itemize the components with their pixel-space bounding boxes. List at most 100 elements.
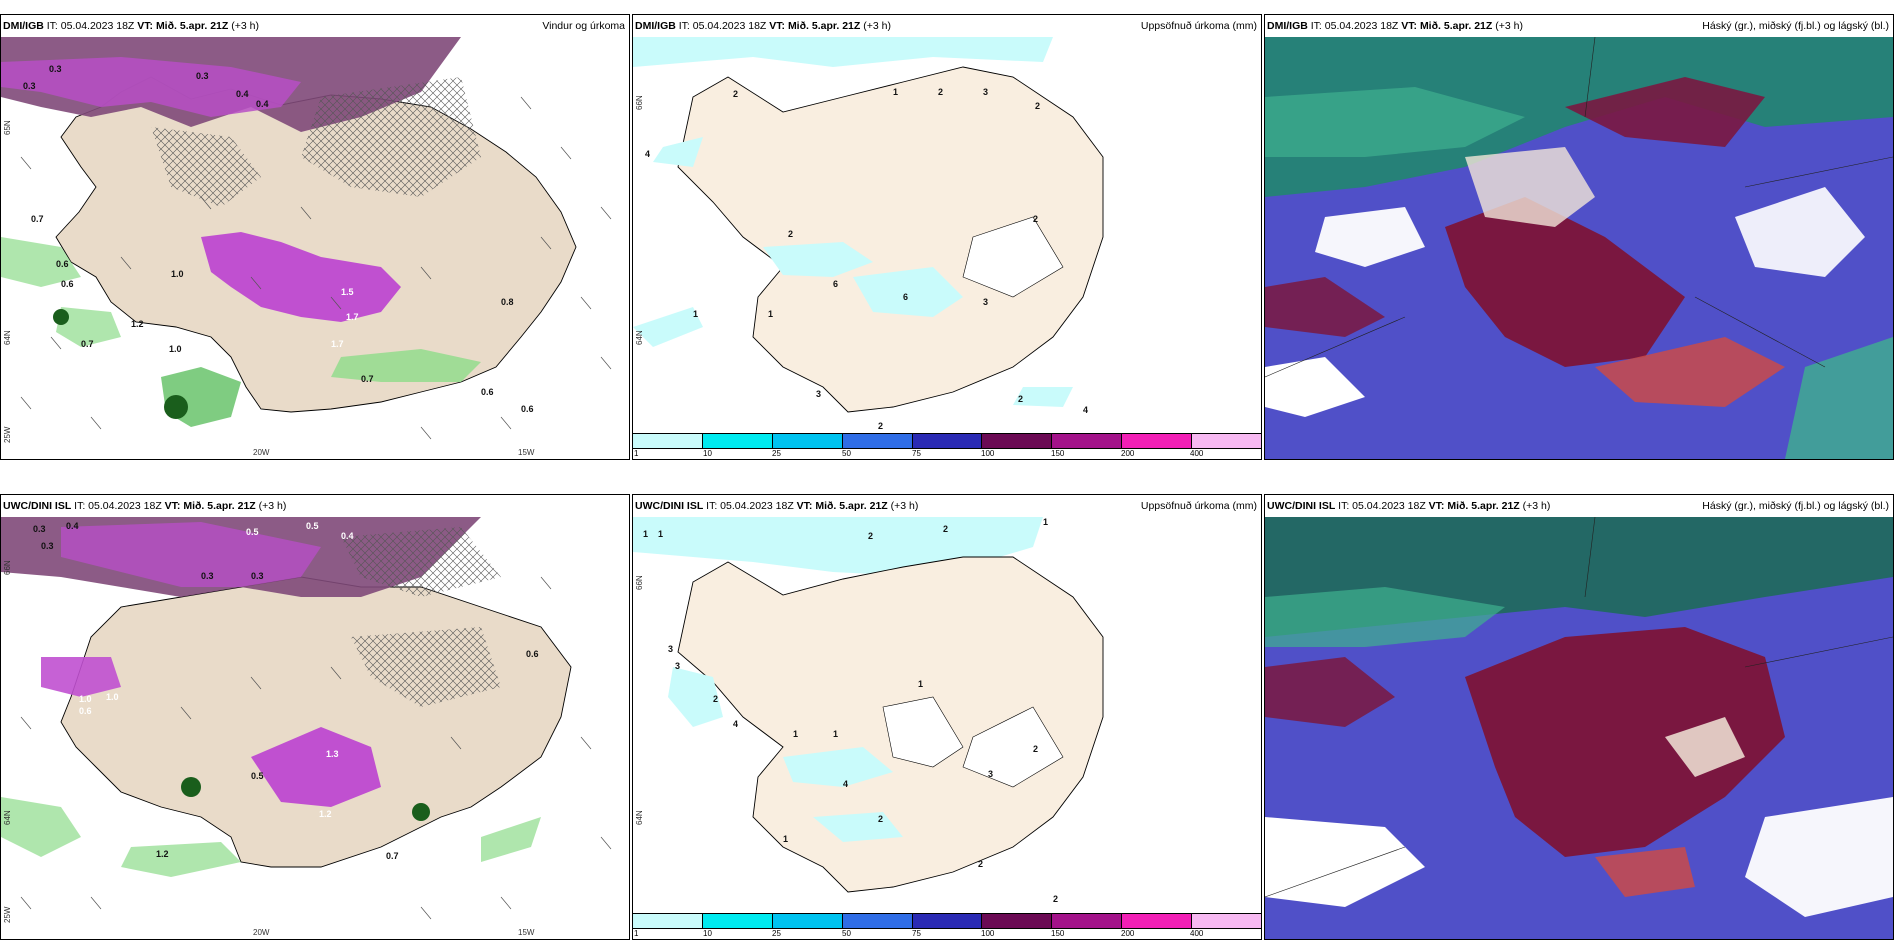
value-label: 1.2 (319, 809, 332, 819)
colorbar-tick: 150 (1051, 929, 1065, 938)
colorbar-swatch (912, 434, 983, 448)
value-label: 0.6 (61, 279, 74, 289)
lat-label: 65N (3, 120, 12, 135)
lat-label: 64N (3, 810, 12, 825)
value-label: 0.5 (246, 527, 259, 537)
colorbar-tick: 10 (703, 449, 712, 458)
colorbar-tick: 400 (1190, 449, 1204, 458)
precip-colorbar: 1 10 25 50 75 100 150 200 400 (633, 433, 1261, 459)
colorbar-swatch (633, 914, 703, 928)
value-label: 2 (943, 524, 948, 534)
value-label: 1.2 (156, 849, 169, 859)
wind-precip-panel-dmi[interactable]: DMI/IGB IT: 05.04.2023 18Z VT: Mið. 5.ap… (0, 14, 630, 460)
lat-label: 64N (635, 330, 644, 345)
colorbar-swatch (1122, 914, 1193, 928)
panel-title: Háský (gr.), miðský (fj.bl.) og lágský (… (1702, 20, 1889, 32)
value-label: 1.3 (326, 749, 339, 759)
lon-label: 15W (518, 448, 535, 457)
colorbar-swatch (1122, 434, 1193, 448)
value-label: 3 (675, 661, 680, 671)
value-label: 0.6 (79, 706, 92, 716)
cloud-cover-map (1265, 37, 1893, 459)
value-label: 0.7 (361, 374, 374, 384)
wind-precip-map: 0.3 0.4 0.3 0.5 0.5 0.4 0.3 0.3 1.0 0.6 … (1, 517, 612, 920)
value-label: 0.4 (256, 99, 269, 109)
value-label: 3 (983, 87, 988, 97)
value-label: 2 (1033, 744, 1038, 754)
value-label: 1.7 (346, 312, 359, 322)
colorbar-tick: 200 (1121, 929, 1135, 938)
value-label: 0.3 (201, 571, 214, 581)
lat-label: 64N (3, 330, 12, 345)
colorbar-tick: 25 (772, 929, 781, 938)
iceland-land (60, 576, 572, 868)
colorbar-swatch (1192, 434, 1261, 448)
value-label: 2 (1035, 101, 1040, 111)
value-label: 0.5 (251, 771, 264, 781)
panel-title: Vindur og úrkoma (542, 20, 625, 32)
colorbar-swatch (842, 434, 913, 448)
precip-colorbar: 1 10 25 50 75 100 150 200 400 (633, 913, 1261, 939)
value-label: 0.7 (31, 214, 44, 224)
colorbar-swatch (842, 914, 913, 928)
value-label: 2 (1018, 394, 1023, 404)
lon-label: 20W (253, 448, 270, 457)
value-label: 6 (833, 279, 838, 289)
value-label: 6 (903, 292, 908, 302)
colorbar-swatch (982, 434, 1053, 448)
colorbar-tick: 50 (842, 929, 851, 938)
lat-label: 64N (635, 810, 644, 825)
value-label: 0.4 (341, 531, 354, 541)
accum-precip-panel-dmi[interactable]: DMI/IGB IT: 05.04.2023 18Z VT: Mið. 5.ap… (632, 14, 1262, 460)
colorbar-swatch (982, 914, 1053, 928)
value-label: 1 (1043, 517, 1048, 527)
value-label: 1.0 (106, 692, 119, 702)
value-label: 3 (816, 389, 821, 399)
value-label: 2 (878, 814, 883, 824)
cloud-cover-map (1265, 517, 1893, 939)
colorbar-swatch (1052, 914, 1123, 928)
value-label: 1 (768, 309, 773, 319)
purple-precip-central (201, 232, 401, 322)
colorbar-swatch (1052, 434, 1123, 448)
lon-label: 15W (518, 928, 535, 937)
panel-header: UWC/DINI ISL IT: 05.04.2023 18Z VT: Mið.… (1265, 495, 1893, 517)
colorbar-tick: 100 (981, 449, 995, 458)
high-cloud-central (1465, 627, 1785, 857)
wind-precip-map: 0.3 0.3 0.3 0.4 0.4 0.6 0.7 0.6 1.0 1.2 … (1, 37, 612, 440)
value-label: 1.7 (331, 339, 344, 349)
colorbar-tick: 1 (634, 449, 639, 458)
wind-precip-panel-uwc[interactable]: UWC/DINI ISL IT: 05.04.2023 18Z VT: Mið.… (0, 494, 630, 940)
colorbar-tick: 400 (1190, 929, 1204, 938)
value-label: 1 (783, 834, 788, 844)
value-label: 0.5 (306, 521, 319, 531)
lat-label: 66N (3, 560, 12, 575)
accum-precip-map: 1 1 2 2 1 3 3 2 1 4 1 1 3 2 4 1 2 2 2 (633, 517, 1104, 904)
value-label: 1 (833, 729, 838, 739)
lon-label: 20W (253, 928, 270, 937)
colorbar-swatch (633, 434, 703, 448)
value-label: 0.3 (196, 71, 209, 81)
colorbar-tick: 75 (912, 449, 921, 458)
colorbar-tick: 25 (772, 449, 781, 458)
panel-header: DMI/IGB IT: 05.04.2023 18Z VT: Mið. 5.ap… (633, 15, 1261, 37)
high-cloud-central (1445, 197, 1685, 367)
value-label: 0.7 (386, 851, 399, 861)
value-label: 0.4 (66, 521, 79, 531)
value-label: 0.7 (81, 339, 94, 349)
colorbar-tick: 150 (1051, 449, 1065, 458)
value-label: 1 (658, 529, 663, 539)
value-label: 0.8 (501, 297, 514, 307)
value-label: 2 (938, 87, 943, 97)
value-label: 3 (983, 297, 988, 307)
cloud-cover-panel-dmi[interactable]: DMI/IGB IT: 05.04.2023 18Z VT: Mið. 5.ap… (1264, 14, 1894, 460)
cloud-cover-panel-uwc[interactable]: UWC/DINI ISL IT: 05.04.2023 18Z VT: Mið.… (1264, 494, 1894, 940)
panel-title: Uppsöfnuð úrkoma (mm) (1140, 20, 1257, 32)
colorbar-swatch (1192, 914, 1261, 928)
value-label: 2 (978, 859, 983, 869)
panel-header: UWC/DINI ISL IT: 05.04.2023 18Z VT: Mið.… (1, 495, 629, 517)
value-label: 2 (868, 531, 873, 541)
accum-precip-panel-uwc[interactable]: UWC/DINI ISL IT: 05.04.2023 18Z VT: Mið.… (632, 494, 1262, 940)
value-label: 2 (713, 694, 718, 704)
value-label: 1 (793, 729, 798, 739)
